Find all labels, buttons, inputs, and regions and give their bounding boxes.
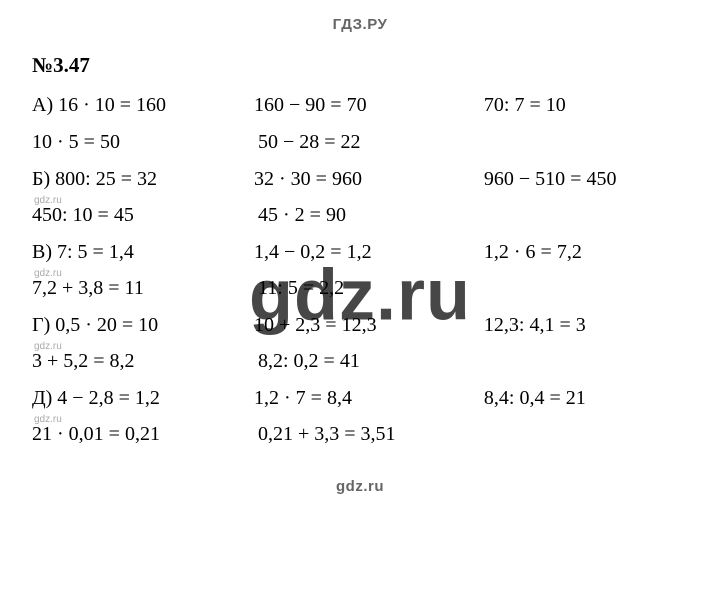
equation-cell: 8,4: 0,4 = 21 (484, 387, 700, 410)
equation-cell: Г) 0,5 · 20 = 10 (32, 314, 254, 337)
equation-cell: 1,2 · 6 = 7,2 (484, 241, 700, 264)
equation-row: Г) 0,5 · 20 = 1010 + 2,3 = 12,312,3: 4,1… (32, 314, 700, 337)
equation-cell: 450: 10 = 45 (32, 204, 258, 227)
equation-cell: 45 · 2 = 90 (258, 204, 492, 227)
equation-cell: 21 · 0,01 = 0,21 (32, 423, 258, 446)
equation-cell: 50 − 28 = 22 (258, 131, 492, 154)
equation-cell: 7,2 + 3,8 = 11 (32, 277, 258, 300)
equation-cell: Д) 4 − 2,8 = 1,2 (32, 387, 254, 410)
equation-cell: 32 · 30 = 960 (254, 168, 484, 191)
equation-cell: 3 + 5,2 = 8,2 (32, 350, 258, 373)
equations-container: А) 16 · 10 = 160160 − 90 = 7070: 7 = 101… (32, 94, 700, 446)
equation-row: В) 7: 5 = 1,41,4 − 0,2 = 1,21,2 · 6 = 7,… (32, 241, 700, 264)
equation-cell: 0,21 + 3,3 = 3,51 (258, 423, 492, 446)
equation-cell: В) 7: 5 = 1,4 (32, 241, 254, 264)
equation-row: Б) 800: 25 = 3232 · 30 = 960960 − 510 = … (32, 168, 700, 191)
equation-row: Д) 4 − 2,8 = 1,21,2 · 7 = 8,48,4: 0,4 = … (32, 387, 700, 410)
content-area: №3.47 А) 16 · 10 = 160160 − 90 = 7070: 7… (0, 53, 720, 446)
equation-cell: 10 + 2,3 = 12,3 (254, 314, 484, 337)
equation-cell: 160 − 90 = 70 (254, 94, 484, 117)
equation-cell: 12,3: 4,1 = 3 (484, 314, 700, 337)
equation-cell: 1,2 · 7 = 8,4 (254, 387, 484, 410)
page-header: ГДЗ.РУ (0, 0, 720, 43)
equation-cell: 1,4 − 0,2 = 1,2 (254, 241, 484, 264)
equation-row: 450: 10 = 4545 · 2 = 90 (32, 204, 700, 227)
equation-row: 3 + 5,2 = 8,28,2: 0,2 = 41 (32, 350, 700, 373)
equation-cell: 11: 5 = 2,2 (258, 277, 492, 300)
equation-cell: 70: 7 = 10 (484, 94, 700, 117)
equation-row: 10 · 5 = 5050 − 28 = 22 (32, 131, 700, 154)
equation-cell: А) 16 · 10 = 160 (32, 94, 254, 117)
problem-number: №3.47 (32, 53, 700, 78)
equation-row: 21 · 0,01 = 0,210,21 + 3,3 = 3,51 (32, 423, 700, 446)
equation-row: А) 16 · 10 = 160160 − 90 = 7070: 7 = 10 (32, 94, 700, 117)
equation-cell: Б) 800: 25 = 32 (32, 168, 254, 191)
equation-cell: 960 − 510 = 450 (484, 168, 700, 191)
equation-row: 7,2 + 3,8 = 1111: 5 = 2,2 (32, 277, 700, 300)
equation-cell: 10 · 5 = 50 (32, 131, 258, 154)
page-footer: gdz.ru (0, 460, 720, 507)
equation-cell: 8,2: 0,2 = 41 (258, 350, 492, 373)
